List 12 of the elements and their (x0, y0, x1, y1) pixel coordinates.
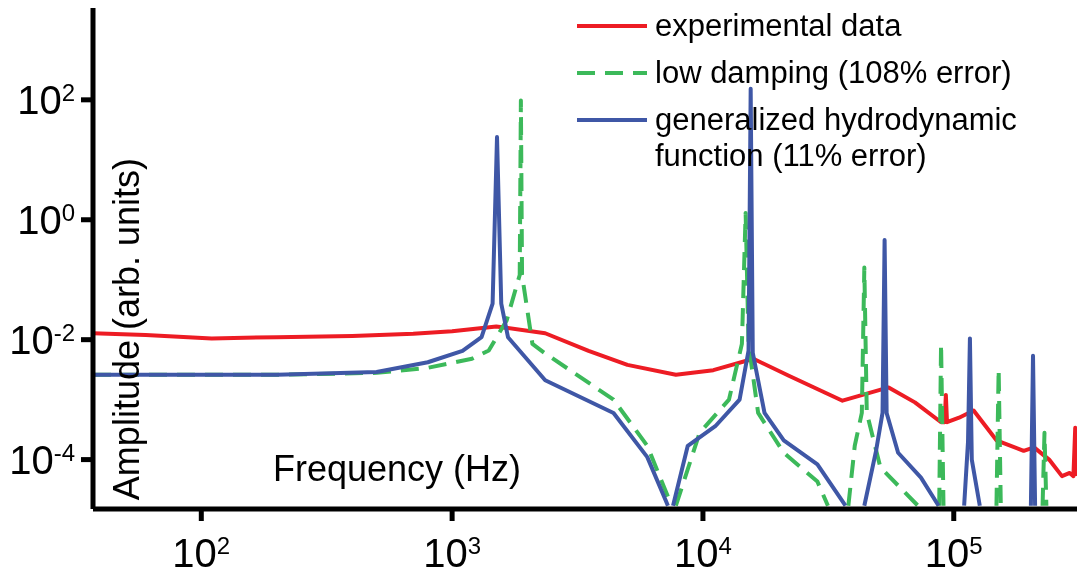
y-tick-label: 10$^{0}$ (17, 197, 75, 242)
y-tick-label: 10$^{-4}$ (9, 437, 75, 482)
legend-label: experimental data (655, 8, 902, 44)
x-axis-title: Frequency (Hz) (273, 448, 522, 490)
y-tick-label: 10$^{2}$ (17, 77, 75, 122)
x-tick-label: 10$^{4}$ (674, 531, 732, 575)
x-tick-label: 10$^{3}$ (423, 531, 482, 575)
legend-label: low damping (108% error) (655, 55, 1012, 91)
y-tick-label: 10$^{-2}$ (9, 317, 75, 362)
x-tick-label: 10$^{5}$ (924, 531, 983, 575)
y-axis-title: Amplitude (arb. units) (106, 158, 148, 501)
x-tick-label: 10$^{2}$ (172, 531, 231, 575)
